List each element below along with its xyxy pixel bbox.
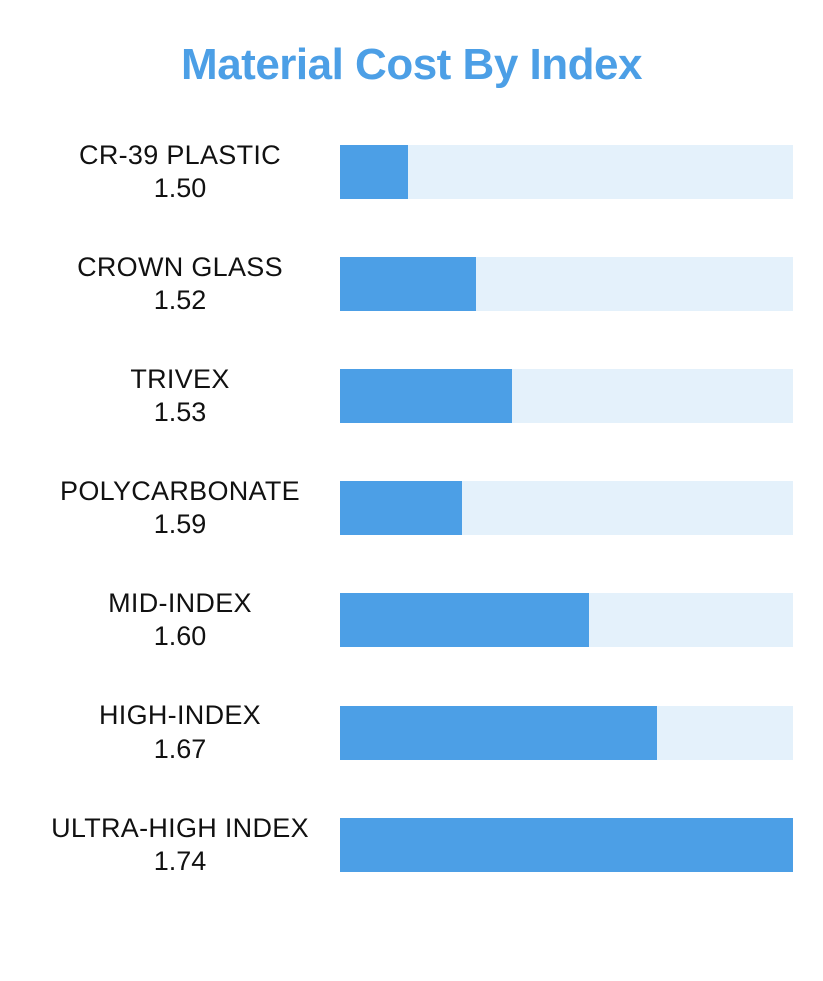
row-label: MID-INDEX 1.60 [30, 588, 340, 652]
row-label-name: HIGH-INDEX [30, 700, 330, 731]
bar-track [340, 145, 793, 199]
row-label-name: MID-INDEX [30, 588, 330, 619]
row-label-index: 1.53 [30, 397, 330, 428]
bar-fill [340, 706, 657, 760]
row-label-index: 1.67 [30, 734, 330, 765]
chart-rows: CR-39 PLASTIC 1.50 CROWN GLASS 1.52 TRIV… [30, 140, 793, 877]
row-label: CR-39 PLASTIC 1.50 [30, 140, 340, 204]
chart-row: MID-INDEX 1.60 [30, 588, 793, 652]
bar-cell [340, 369, 793, 423]
row-label-index: 1.59 [30, 509, 330, 540]
chart-row: POLYCARBONATE 1.59 [30, 476, 793, 540]
row-label: ULTRA-HIGH INDEX 1.74 [30, 813, 340, 877]
bar-cell [340, 145, 793, 199]
row-label: POLYCARBONATE 1.59 [30, 476, 340, 540]
bar-cell [340, 257, 793, 311]
bar-cell [340, 481, 793, 535]
chart-container: Material Cost By Index CR-39 PLASTIC 1.5… [0, 0, 823, 981]
row-label: HIGH-INDEX 1.67 [30, 700, 340, 764]
bar-fill [340, 481, 462, 535]
bar-fill [340, 145, 408, 199]
bar-fill [340, 257, 476, 311]
bar-cell [340, 706, 793, 760]
bar-fill [340, 593, 589, 647]
row-label: TRIVEX 1.53 [30, 364, 340, 428]
chart-row: TRIVEX 1.53 [30, 364, 793, 428]
row-label: CROWN GLASS 1.52 [30, 252, 340, 316]
chart-title: Material Cost By Index [30, 40, 793, 90]
row-label-index: 1.52 [30, 285, 330, 316]
bar-cell [340, 818, 793, 872]
bar-fill [340, 369, 512, 423]
bar-cell [340, 593, 793, 647]
row-label-name: CR-39 PLASTIC [30, 140, 330, 171]
row-label-name: POLYCARBONATE [30, 476, 330, 507]
row-label-name: ULTRA-HIGH INDEX [30, 813, 330, 844]
row-label-name: TRIVEX [30, 364, 330, 395]
row-label-index: 1.50 [30, 173, 330, 204]
chart-row: HIGH-INDEX 1.67 [30, 700, 793, 764]
chart-row: CR-39 PLASTIC 1.50 [30, 140, 793, 204]
row-label-index: 1.60 [30, 621, 330, 652]
bar-fill [340, 818, 793, 872]
chart-row: CROWN GLASS 1.52 [30, 252, 793, 316]
chart-row: ULTRA-HIGH INDEX 1.74 [30, 813, 793, 877]
row-label-name: CROWN GLASS [30, 252, 330, 283]
row-label-index: 1.74 [30, 846, 330, 877]
